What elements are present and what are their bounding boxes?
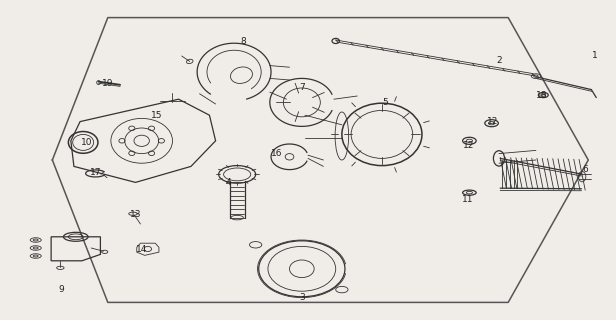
Text: 14: 14: [136, 245, 147, 254]
Text: 13: 13: [130, 210, 141, 219]
Text: 19: 19: [102, 79, 113, 88]
Text: 4: 4: [225, 178, 231, 187]
Text: 11: 11: [463, 196, 474, 204]
Text: 7: 7: [299, 84, 305, 92]
Text: 10: 10: [81, 138, 92, 147]
Text: 5: 5: [382, 98, 388, 107]
Text: 17: 17: [90, 168, 101, 177]
Text: 16: 16: [272, 149, 283, 158]
Text: 15: 15: [152, 111, 163, 120]
Text: 3: 3: [299, 293, 305, 302]
Text: 9: 9: [59, 285, 65, 294]
Text: 6: 6: [582, 165, 588, 174]
Text: 1: 1: [591, 52, 598, 60]
Text: 2: 2: [496, 56, 502, 65]
Text: 8: 8: [240, 37, 246, 46]
Text: 12: 12: [487, 117, 498, 126]
Text: 18: 18: [537, 92, 548, 100]
Text: 12: 12: [463, 141, 474, 150]
